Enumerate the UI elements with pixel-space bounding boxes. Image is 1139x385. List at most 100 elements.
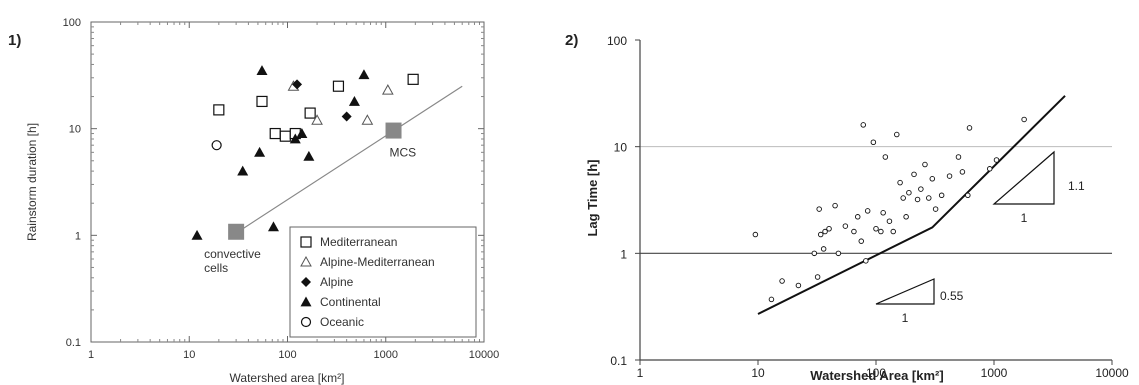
slope-label-11: 1.1 [1068,179,1085,193]
mcs-label: MCS [390,146,417,160]
data-point [296,128,308,138]
data-point [966,125,973,131]
data-point [811,250,818,257]
data-point [822,228,828,235]
data-point [870,139,877,146]
data-point [279,130,291,142]
data-point [854,214,861,220]
data-point [860,122,867,128]
data-point [752,231,759,238]
slope-triangle-11 [992,150,1055,205]
data-point [873,226,879,232]
data-point [1021,116,1027,123]
convective-cells-label: convective cells [204,247,261,275]
x-tick-label: 1 [637,366,644,380]
run-label-055: 1 [902,311,909,325]
data-point [832,202,838,209]
legend-label: Mediterranean [320,235,397,249]
data-point [835,250,842,257]
data-point [929,176,936,182]
data-point [906,189,912,196]
chart-panel-2: 2) Lag Time [h] Watershed Area [km²] 0.1… [565,32,1129,383]
data-point [882,154,889,160]
axis-ticks-1: 1 10 100 1000 10000 0.1 1 10 100 [63,17,500,361]
data-point [938,192,945,199]
x-tick-label: 1 [88,349,94,361]
x-tick-label: 10000 [469,349,500,361]
chart-panel-1: 1) Rainstorm duration [h] Watershed area… [8,17,499,385]
legend-label: Alpine [320,275,354,289]
y-tick-label: 1 [620,247,627,261]
data-point [267,221,279,232]
legend-marker [300,316,312,328]
panel-1-label: 1) [8,32,21,49]
data-point [932,206,939,212]
trend-line [235,85,463,234]
legend-marker [301,277,311,287]
data-point [341,111,352,122]
data-point [914,196,921,203]
slope-triangle-055 [875,278,935,305]
gridlines-2 [640,146,1112,254]
data-point [864,208,871,214]
data-point [358,69,370,80]
x-axis-label-2: Watershed Area [km²] [810,368,943,383]
data-point [256,95,268,108]
y-tick-label: 100 [63,17,81,29]
data-point [911,171,917,178]
data-point [858,238,865,244]
x-tick-label: 10000 [1095,366,1129,380]
data-point [211,140,222,151]
slope-label-055: 0.55 [940,289,964,303]
data-point [959,169,966,175]
data-point [965,192,971,199]
panel-2-label: 2) [565,32,578,49]
x-tick-label: 10 [751,366,765,380]
data-point [817,231,824,238]
y-tick-label: 1 [75,230,81,242]
legend-1: Mediterranean Alpine-Mediterranean Alpine C… [289,226,477,338]
x-axis-label-1: Watershed area [km²] [230,371,345,385]
label-line: convective [204,247,261,261]
data-point [361,114,374,125]
data-point [237,165,249,176]
data-point [191,229,203,240]
y-axis-label-1: Rainstorm duration [h] [25,123,39,241]
data-point [894,131,900,138]
data-point [407,73,419,85]
data-point [903,214,909,220]
data-point [814,274,821,280]
run-label-11: 1 [1021,211,1028,225]
data-point [816,206,822,212]
data-point [946,173,953,179]
data-point [256,65,268,76]
data-markers-1: convective cells MCS [191,65,463,275]
big-marker [385,122,402,139]
x-tick-label: 10 [183,349,195,361]
data-point [851,228,857,235]
x-tick-label: 1000 [981,366,1008,380]
big-marker [228,223,245,240]
data-point [986,166,993,172]
data-point [955,154,962,160]
data-markers-2 [752,95,1066,315]
label-line: cells [204,261,228,275]
data-point [289,133,301,144]
data-point [768,296,775,303]
data-point [269,127,281,140]
legend-marker [300,236,312,248]
y-tick-label: 100 [607,34,627,48]
legend-label: Alpine-Mediterranean [320,255,435,269]
y-tick-label: 10 [69,124,81,136]
data-point [292,79,303,90]
data-point [254,146,266,157]
data-point [303,150,315,161]
data-point [213,104,225,116]
y-tick-label: 0.1 [66,337,81,349]
y-axis-label-2: Lag Time [h] [585,159,600,236]
data-point [890,228,896,235]
data-point [886,218,893,224]
data-point [926,195,932,201]
data-point [381,84,394,95]
